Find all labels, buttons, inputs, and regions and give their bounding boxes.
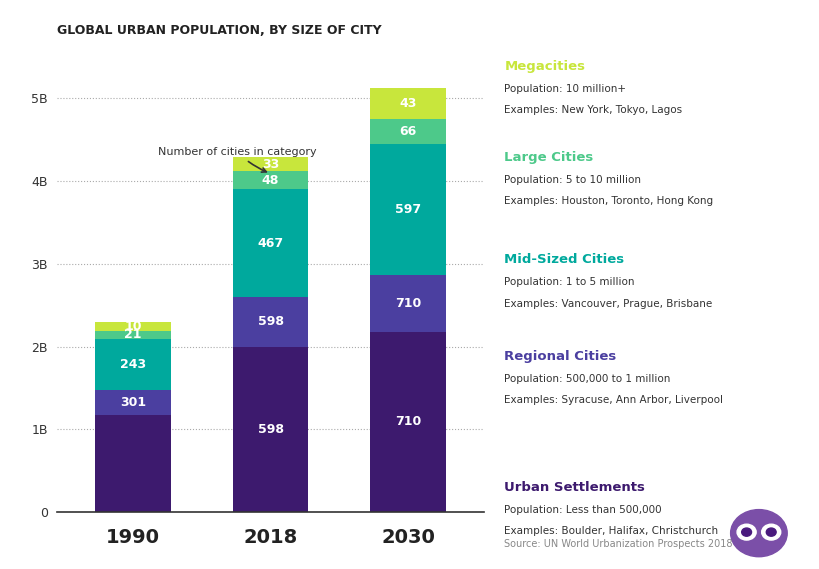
Text: GLOBAL URBAN POPULATION, BY SIZE OF CITY: GLOBAL URBAN POPULATION, BY SIZE OF CITY: [57, 24, 382, 37]
Text: Population: 10 million+: Population: 10 million+: [504, 84, 626, 94]
Bar: [95, 415, 170, 512]
Text: 10: 10: [124, 320, 142, 333]
Text: Examples: Boulder, Halifax, Christchurch: Examples: Boulder, Halifax, Christchurch: [504, 526, 717, 537]
Text: Examples: Vancouver, Prague, Brisbane: Examples: Vancouver, Prague, Brisbane: [504, 299, 712, 309]
Circle shape: [765, 528, 775, 536]
Circle shape: [730, 510, 786, 556]
Bar: [95, 322, 170, 331]
Bar: [370, 88, 446, 119]
Circle shape: [741, 528, 750, 536]
Bar: [95, 390, 170, 415]
Text: 43: 43: [399, 97, 416, 110]
Text: 48: 48: [261, 174, 279, 187]
Text: 66: 66: [399, 125, 416, 138]
Bar: [95, 331, 170, 339]
Bar: [370, 275, 446, 332]
Text: Number of cities in category: Number of cities in category: [157, 147, 316, 172]
Bar: [233, 297, 308, 347]
Text: 710: 710: [395, 415, 421, 428]
Circle shape: [736, 524, 755, 540]
Text: Mid-Sized Cities: Mid-Sized Cities: [504, 253, 623, 266]
Bar: [370, 144, 446, 275]
Text: Examples: Syracuse, Ann Arbor, Liverpool: Examples: Syracuse, Ann Arbor, Liverpool: [504, 395, 722, 406]
Text: Megacities: Megacities: [504, 60, 585, 73]
Text: 710: 710: [395, 296, 421, 310]
Text: Population: 500,000 to 1 million: Population: 500,000 to 1 million: [504, 374, 670, 384]
Text: 33: 33: [261, 158, 279, 171]
Text: 21: 21: [124, 328, 142, 341]
Bar: [233, 171, 308, 189]
Bar: [233, 158, 308, 171]
Circle shape: [761, 524, 780, 540]
Text: Population: Less than 500,000: Population: Less than 500,000: [504, 505, 661, 515]
Bar: [370, 332, 446, 512]
Text: 243: 243: [120, 358, 146, 372]
Text: 467: 467: [257, 237, 283, 250]
Text: Examples: Houston, Toronto, Hong Kong: Examples: Houston, Toronto, Hong Kong: [504, 196, 713, 207]
Bar: [233, 347, 308, 512]
Text: Urban Settlements: Urban Settlements: [504, 481, 645, 494]
Text: Population: 1 to 5 million: Population: 1 to 5 million: [504, 277, 634, 287]
Text: 598: 598: [257, 315, 283, 328]
Text: Large Cities: Large Cities: [504, 151, 593, 164]
Text: Population: 5 to 10 million: Population: 5 to 10 million: [504, 175, 640, 185]
Bar: [233, 189, 308, 297]
Text: Source: UN World Urbanization Prospects 2018: Source: UN World Urbanization Prospects …: [504, 539, 732, 550]
Text: 598: 598: [257, 423, 283, 436]
Text: 301: 301: [120, 397, 146, 409]
Text: Regional Cities: Regional Cities: [504, 350, 616, 363]
Text: Examples: New York, Tokyo, Lagos: Examples: New York, Tokyo, Lagos: [504, 105, 681, 116]
Bar: [95, 339, 170, 390]
Text: 597: 597: [395, 203, 421, 216]
Bar: [370, 119, 446, 144]
